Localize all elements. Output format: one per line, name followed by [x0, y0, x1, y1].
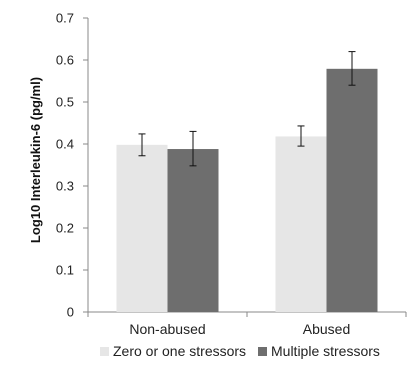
x-category-label: Abused [303, 321, 350, 337]
y-tick-label: 0 [67, 305, 74, 320]
y-tick-label: 0.3 [56, 179, 74, 194]
bar [326, 68, 378, 312]
bar [116, 144, 168, 312]
legend: Zero or one stressors Multiple stressors [100, 343, 380, 359]
axis-labels: 0 0.1 0.2 0.3 0.4 0.5 0.6 0.7 Non-abused Abused [56, 11, 350, 338]
legend-swatch [100, 347, 109, 356]
y-tick-label: 0.6 [56, 53, 74, 68]
error-bars [138, 51, 356, 167]
bar [275, 136, 327, 312]
y-tick-label: 0.5 [56, 95, 74, 110]
y-tick-label: 0.2 [56, 221, 74, 236]
legend-label: Multiple stressors [271, 343, 380, 359]
bars [116, 68, 378, 312]
y-tick-label: 0.1 [56, 263, 74, 278]
bar [167, 149, 219, 312]
legend-swatch [258, 347, 267, 356]
y-axis-title: Log10 Interleukin-6 (pg/ml) [28, 77, 43, 243]
legend-label: Zero or one stressors [113, 343, 246, 359]
y-tick-label: 0.4 [56, 137, 74, 152]
y-tick-label: 0.7 [56, 11, 74, 26]
x-category-label: Non-abused [129, 321, 205, 337]
